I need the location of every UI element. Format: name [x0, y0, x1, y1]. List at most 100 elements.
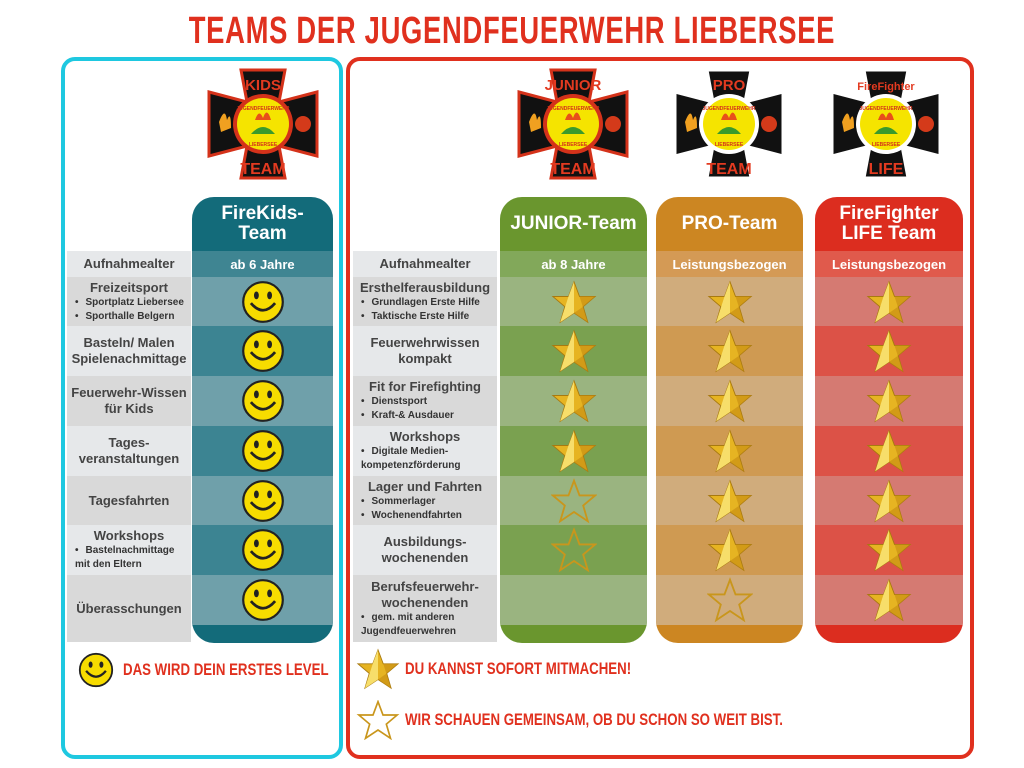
star-icon — [866, 578, 912, 622]
row-label: Fit for FirefightingDienstsportKraft-& A… — [353, 376, 497, 426]
team-cell — [192, 376, 333, 426]
team-cell — [192, 476, 333, 525]
team-cell — [500, 277, 647, 326]
team-logo: PRO TEAM JUGENDFEUERWEHR LIEBERSEE — [667, 62, 791, 186]
team-cell — [192, 525, 333, 575]
star-icon — [356, 648, 400, 690]
row-label: WorkshopsDigitale Medien-kompetenzförder… — [353, 426, 497, 476]
team-cell — [815, 277, 963, 326]
star-icon — [866, 429, 912, 473]
svg-text:LIEBERSEE: LIEBERSEE — [715, 142, 744, 148]
team-age: Leistungsbezogen — [815, 251, 963, 277]
row-label: Tagesfahrten — [67, 476, 191, 525]
team-cell — [192, 575, 333, 625]
team-cell — [815, 476, 963, 525]
svg-text:JUGENDFEUERWEHR: JUGENDFEUERWEHR — [547, 106, 600, 112]
column-team-1: PRO-Team Leistungsbezogen — [656, 197, 803, 643]
team-cell — [815, 326, 963, 376]
row-sublist: Grundlagen Erste HilfeTaktische Erste Hi… — [355, 296, 495, 324]
column-team-2: FireFighter LIFE Team Leistungsbezogen — [815, 197, 963, 643]
smiley-icon — [241, 280, 284, 323]
svg-text:LIEBERSEE: LIEBERSEE — [249, 142, 278, 148]
svg-text:JUGENDFEUERWEHR: JUGENDFEUERWEHR — [703, 106, 756, 112]
legend-outline-star: WIR SCHAUEN GEMEINSAM, OB DU SCHON SO WE… — [356, 699, 889, 741]
star-icon — [707, 279, 752, 323]
row-label: Feuerwehr-Wissen für Kids — [67, 376, 191, 426]
svg-text:JUGENDFEUERWEHR: JUGENDFEUERWEHR — [237, 106, 290, 112]
star-icon — [707, 478, 752, 522]
team-cell — [656, 525, 803, 575]
row-sublist: gem. mit anderen Jugendfeuerwehren — [355, 611, 495, 639]
row-label-aufnahmealter: Aufnahmealter — [67, 251, 191, 277]
svg-text:FireFighter: FireFighter — [857, 81, 915, 93]
team-cell — [192, 277, 333, 326]
team-cell — [656, 476, 803, 525]
star-icon — [866, 279, 912, 323]
smiley-icon — [241, 579, 284, 621]
row-label: Basteln/ Malen Spielenachmittage — [67, 326, 191, 376]
team-cell — [500, 525, 647, 575]
outline-star-icon — [550, 527, 597, 573]
team-name: PRO-Team — [681, 213, 778, 234]
star-icon — [707, 379, 752, 423]
star-icon — [551, 279, 596, 323]
team-logo: KIDS TEAM JUGENDFEUERWEHR LIEBERSEE — [201, 62, 325, 186]
star-icon — [866, 528, 912, 572]
team-name: FireFighter LIFE Team — [839, 203, 939, 244]
star-icon — [551, 429, 596, 473]
svg-text:PRO: PRO — [713, 77, 746, 94]
svg-text:KIDS: KIDS — [245, 77, 281, 94]
page-title: TEAMS DER JUGENDFEUERWEHR LIEBERSEE — [188, 10, 836, 52]
row-label: ErsthelferausbildungGrundlagen Erste Hil… — [353, 277, 497, 326]
svg-text:TEAM: TEAM — [706, 161, 751, 178]
svg-text:LIFE: LIFE — [869, 161, 904, 178]
smiley-icon — [241, 529, 284, 571]
column-team-0: JUNIOR-Team ab 8 Jahre — [500, 197, 647, 643]
row-label: Feuerwehrwissen kompakt — [353, 326, 497, 376]
team-name: FireKids-Team — [221, 203, 304, 244]
svg-text:JUNIOR: JUNIOR — [545, 77, 602, 94]
row-label: FreizeitsportSportplatz LieberseeSportha… — [67, 277, 191, 326]
row-sublist: Sportplatz LieberseeSporthalle Belgern — [69, 296, 189, 324]
row-sublist: DienstsportKraft-& Ausdauer — [355, 395, 495, 423]
team-cell — [192, 326, 333, 376]
smiley-icon — [241, 430, 284, 472]
row-label-aufnahmealter: Aufnahmealter — [353, 251, 497, 277]
outline-star-icon — [706, 577, 753, 623]
team-cell — [500, 575, 647, 625]
legend-smiley: DAS WIRD DEIN ERSTES LEVEL — [78, 652, 386, 688]
star-icon — [866, 478, 912, 522]
row-label: WorkshopsBastelnachmittage mit den Elter… — [67, 525, 191, 575]
team-cell — [500, 326, 647, 376]
team-cell — [656, 376, 803, 426]
team-name: JUNIOR-Team — [510, 213, 637, 234]
team-logo: FireFighter LIFE JUGENDFEUERWEHR LIEBERS… — [824, 62, 948, 186]
teams-panel — [346, 57, 974, 759]
svg-text:TEAM: TEAM — [240, 161, 285, 178]
outline-star-icon — [356, 699, 400, 741]
row-sublist: Digitale Medien-kompetenzförderung — [355, 445, 495, 473]
svg-text:LIEBERSEE: LIEBERSEE — [559, 142, 588, 148]
row-label: Berufsfeuerwehr-wochenendengem. mit ande… — [353, 575, 497, 642]
team-age: ab 6 Jahre — [192, 251, 333, 277]
star-icon — [866, 379, 912, 423]
star-icon — [707, 429, 752, 473]
star-icon — [866, 329, 912, 373]
team-age: Leistungsbezogen — [656, 251, 803, 277]
svg-text:JUGENDFEUERWEHR: JUGENDFEUERWEHR — [860, 106, 913, 112]
smiley-icon — [78, 652, 114, 688]
row-sublist: SommerlagerWochenendfahrten — [355, 495, 495, 523]
team-cell — [656, 575, 803, 625]
star-icon — [551, 379, 596, 423]
row-label: Überasschungen — [67, 575, 191, 642]
row-label: Ausbildungs-wochenenden — [353, 525, 497, 575]
outline-star-icon — [550, 477, 597, 523]
column-kids: FireKids-Team ab 6 Jahre — [192, 197, 333, 643]
row-sublist: Bastelnachmittage mit den Eltern — [69, 544, 189, 572]
team-cell — [815, 426, 963, 476]
star-icon — [551, 329, 596, 373]
smiley-icon — [241, 330, 284, 372]
row-label: Lager und FahrtenSommerlagerWochenendfah… — [353, 476, 497, 525]
smiley-icon — [241, 380, 284, 422]
team-cell — [815, 525, 963, 575]
